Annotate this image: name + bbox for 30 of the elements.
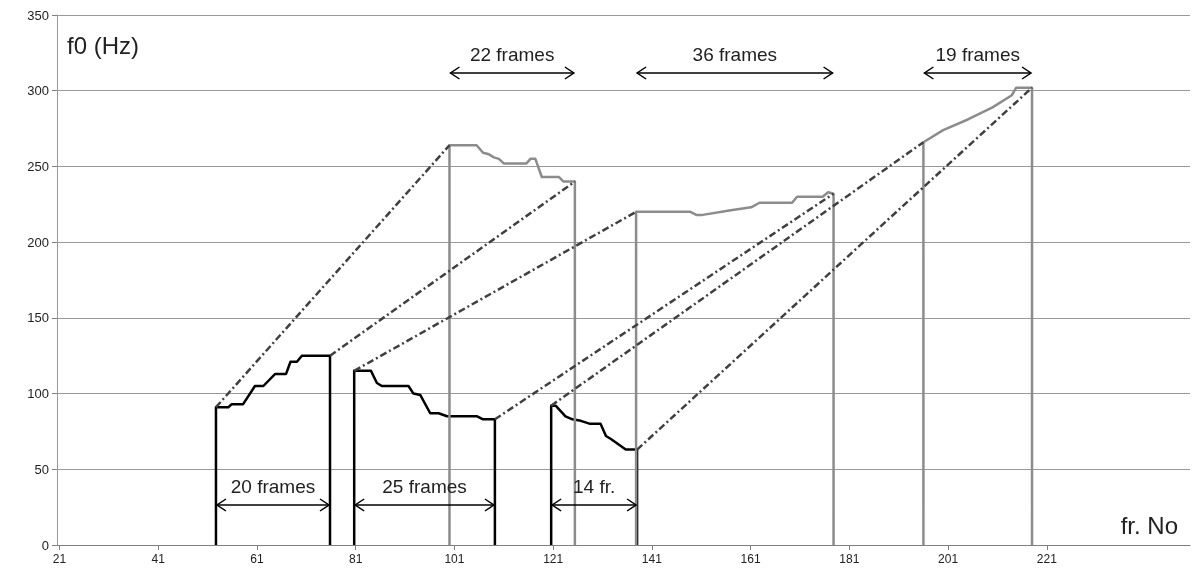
- y-tick-label: 150: [27, 310, 49, 326]
- x-tick-label: 181: [839, 552, 860, 566]
- x-tick-label: 201: [938, 552, 959, 566]
- x-tick-label: 101: [444, 552, 465, 566]
- x-tick-label: 121: [543, 552, 564, 566]
- annotation: 36 frames: [692, 44, 778, 65]
- x-tick-label: 81: [349, 552, 363, 566]
- x-tick-label: 21: [52, 552, 67, 566]
- annotation: 20 frames: [230, 476, 316, 497]
- x-tick-label: 61: [250, 552, 264, 566]
- y-tick-label: 300: [27, 83, 49, 99]
- x-tick-label: 41: [151, 552, 166, 566]
- y-tick-label: 250: [27, 158, 49, 174]
- line-series: [549, 404, 639, 547]
- y-tick-label: 0: [41, 537, 49, 553]
- annotation: 14 fr.: [573, 476, 616, 497]
- x-tick-label: 221: [1036, 552, 1058, 566]
- y-axis-title: f0 (Hz): [67, 31, 139, 59]
- line-series: [352, 369, 497, 547]
- x-axis-title: fr. No: [1120, 511, 1178, 539]
- annotation: 19 frames: [935, 44, 1020, 65]
- x-tick-label: 141: [641, 552, 663, 566]
- annotation: 22 frames: [469, 44, 555, 65]
- annotation: 25 frames: [382, 476, 467, 497]
- y-tick-label: 50: [34, 461, 49, 477]
- line-series: [214, 354, 332, 547]
- y-tick-label: 350: [27, 7, 49, 23]
- x-tick-label: 161: [740, 552, 761, 566]
- y-tick-label: 200: [27, 234, 49, 250]
- y-tick-label: 100: [27, 386, 49, 402]
